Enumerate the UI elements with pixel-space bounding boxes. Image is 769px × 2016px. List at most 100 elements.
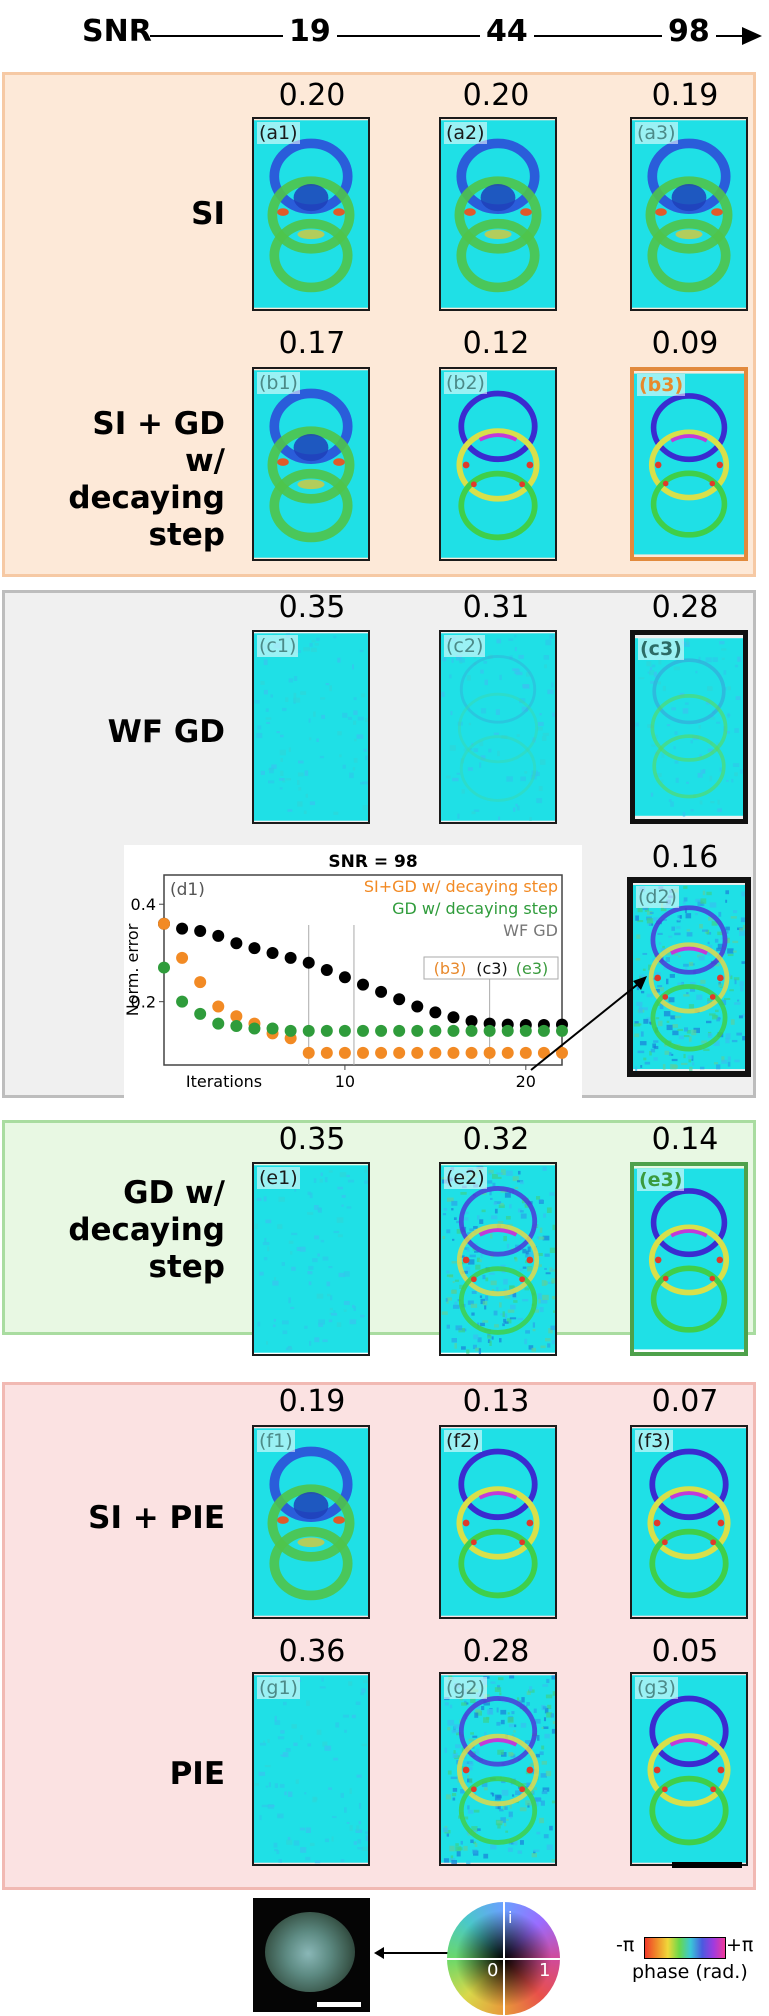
chart-point (483, 1024, 496, 1037)
chart-point (465, 1046, 478, 1059)
chart-point (212, 929, 225, 942)
error-value-e3: 0.14 (651, 1122, 719, 1157)
reconstruction-svg (441, 633, 555, 821)
reconstruction-svg (254, 370, 368, 558)
snr-arrow (150, 27, 762, 45)
chart-point (212, 1000, 225, 1013)
chart-point (176, 951, 189, 964)
reconstruction-image-f2: (f2) (439, 1425, 557, 1619)
reconstruction-svg (441, 120, 555, 308)
chart-point (284, 951, 297, 964)
panel-tag: (e3) (637, 1169, 685, 1191)
panel-tag: (f2) (444, 1430, 482, 1452)
chart-point (465, 1024, 478, 1037)
chart-point (375, 985, 388, 998)
chart-point (338, 1046, 351, 1059)
complex-color-wheel: i 0 1 (447, 1902, 560, 2015)
chart-point (194, 925, 207, 938)
reconstruction-svg (634, 373, 744, 555)
arrow-to-probe (374, 1947, 450, 1959)
panel-tag: (d2) (636, 886, 679, 908)
reconstruction-svg (254, 1675, 368, 1864)
chart-point (411, 1046, 424, 1059)
reconstruction-svg (632, 120, 746, 308)
panel-tag: (a1) (257, 122, 300, 144)
wheel-label-imag: i (508, 1908, 513, 1927)
colorbar-pos-label: +π (726, 1934, 754, 1956)
panel-tag: (g1) (257, 1677, 300, 1699)
chart-point (447, 1024, 460, 1037)
chart-point (465, 1015, 478, 1028)
row-label-si-pie: SI + PIE (88, 1500, 225, 1536)
reconstruction-image-g2: (g2) (439, 1672, 557, 1866)
chart-point (176, 922, 189, 935)
reconstruction-image-c2: (c2) (439, 630, 557, 824)
chart-xtick-label: 20 (516, 1072, 536, 1091)
row-label-si: SI (191, 196, 225, 232)
arrow-to-d2 (530, 976, 647, 1071)
error-value-c3: 0.28 (651, 590, 719, 625)
panel-tag: (g2) (444, 1677, 487, 1699)
chart-ylabel: Norm. error (124, 923, 142, 1016)
reconstruction-svg (441, 1165, 555, 1354)
reconstruction-image-e3: (e3) (630, 1162, 748, 1356)
reconstruction-image-a2: (a2) (439, 117, 557, 311)
panel-tag: (f1) (257, 1430, 295, 1452)
row-label-si-gd: SI + GD w/ decaying step (20, 406, 225, 554)
reconstruction-image-b3: (b3) (630, 367, 748, 561)
scale-bar (672, 1862, 742, 1868)
chart-point (393, 1046, 406, 1059)
reconstruction-image-g1: (g1) (252, 1672, 370, 1866)
chart-point (501, 1024, 514, 1037)
error-value-e2: 0.32 (462, 1122, 530, 1157)
chart-point (393, 993, 406, 1006)
error-value-e1: 0.35 (278, 1122, 346, 1157)
error-value-a2: 0.20 (462, 78, 530, 113)
error-value-a1: 0.20 (278, 78, 346, 113)
chart-point (230, 937, 243, 950)
row-label-line: SI + GD (92, 406, 225, 442)
error-value-f2: 0.13 (462, 1384, 530, 1419)
reconstruction-svg (632, 1675, 746, 1863)
reconstruction-svg (441, 1428, 555, 1616)
row-label-line: w/ decaying (68, 443, 225, 516)
chart-point (447, 1046, 460, 1059)
error-chart-svg: SNR = 98 (d1) 0.2 0.4 10 20 Iterations Norm. er… (124, 852, 568, 1091)
reconstruction-image-c1: (c1) (252, 630, 370, 824)
chart-point (194, 976, 207, 989)
wheel-label-one: 1 (539, 1960, 551, 1981)
probe-glow (265, 1912, 355, 1992)
reconstruction-svg (632, 1428, 746, 1616)
chart-panel-tag: (d1) (170, 880, 205, 900)
row-label-line: decaying (68, 1212, 225, 1248)
chart-point (230, 1020, 243, 1033)
chart-ytick-label: 0.2 (131, 993, 156, 1012)
chart-point (194, 1007, 207, 1020)
chart-point (357, 1024, 369, 1037)
reconstruction-svg (633, 884, 745, 1071)
reconstruction-image-b2: (b2) (439, 367, 557, 561)
row-label-line: GD w/ (123, 1175, 225, 1211)
chart-xtick-label: 10 (335, 1072, 355, 1091)
panel-tag: (c3) (638, 638, 684, 660)
chart-point (320, 1046, 333, 1059)
chart-point (158, 961, 170, 974)
error-value-g3: 0.05 (651, 1634, 719, 1669)
chart-point (537, 1024, 550, 1037)
chart-title: SNR = 98 (328, 852, 417, 872)
error-value-d2: 0.16 (651, 840, 719, 875)
error-value-f1: 0.19 (278, 1384, 346, 1419)
row-label-wf-gd: WF GD (107, 714, 225, 750)
snr-level-44: 44 (480, 14, 534, 49)
chart-point (411, 1000, 424, 1013)
chart-point (429, 1006, 442, 1019)
chart-point (176, 995, 189, 1008)
reconstruction-image-c3: (c3) (630, 630, 748, 824)
chart-legend-entry: SI+GD w/ decaying step (364, 877, 558, 896)
reconstruction-svg (441, 370, 555, 558)
row-label-gd-decaying: GD w/ decaying step (20, 1175, 225, 1286)
reconstruction-svg (254, 1428, 368, 1616)
chart-point (447, 1011, 460, 1024)
chart-marker-box (423, 956, 559, 980)
chart-point (248, 942, 261, 955)
